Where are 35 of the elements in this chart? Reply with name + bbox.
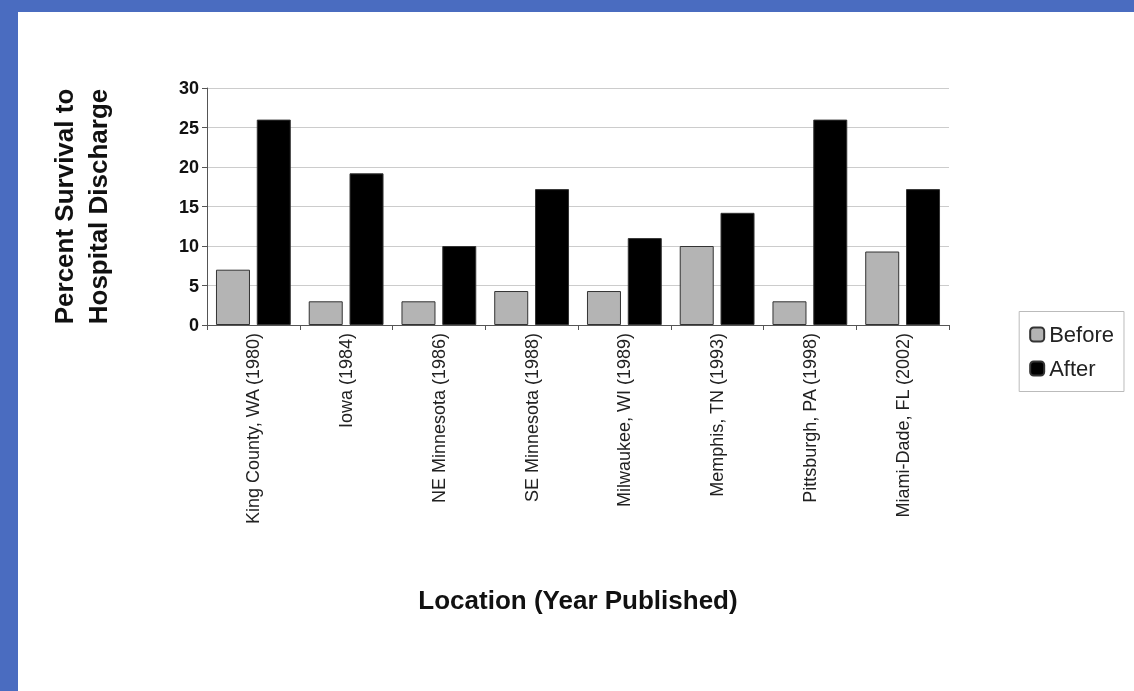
bar — [215, 269, 250, 325]
y-tick-label: 5 — [188, 275, 199, 296]
bar — [586, 291, 621, 325]
x-tick-label: Milwaukee, WI (1989) — [614, 333, 635, 508]
bar — [442, 246, 477, 325]
bar — [720, 212, 755, 325]
x-tick-label: Pittsburgh, PA (1998) — [799, 333, 820, 503]
y-tick-label: 0 — [188, 315, 199, 335]
x-tick-label: King County, WA (1980) — [243, 333, 264, 525]
bar — [679, 246, 714, 325]
y-axis-title: Percent Survival to Hospital Discharge — [49, 88, 113, 325]
x-axis-title: Location (Year Published) — [418, 585, 738, 615]
x-tick-label: SE Minnesota (1988) — [521, 333, 542, 503]
bar — [256, 119, 291, 325]
bar — [349, 173, 384, 325]
y-tick-label: 30 — [178, 78, 199, 98]
bar — [401, 301, 436, 325]
y-tick-label: 15 — [178, 196, 199, 217]
x-tick-label: Iowa (1984) — [336, 333, 357, 429]
x-tick-label: NE Minnesota (1986) — [428, 333, 449, 504]
y-tick-label: 20 — [178, 157, 199, 177]
bar — [906, 189, 941, 325]
bar — [813, 119, 848, 325]
bar — [535, 189, 570, 325]
bar — [494, 291, 529, 325]
x-tick-label: Memphis, TN (1993) — [707, 333, 728, 497]
bar — [627, 238, 662, 325]
legend-label: Before — [1049, 322, 1115, 347]
y-tick-label: 25 — [178, 117, 199, 138]
bar — [772, 301, 807, 325]
y-tick-label: 10 — [178, 236, 199, 256]
bar — [308, 301, 343, 325]
legend-label: After — [1049, 356, 1096, 381]
x-tick-label: Miami-Dade, FL (2002) — [892, 333, 913, 518]
bar — [865, 251, 900, 325]
